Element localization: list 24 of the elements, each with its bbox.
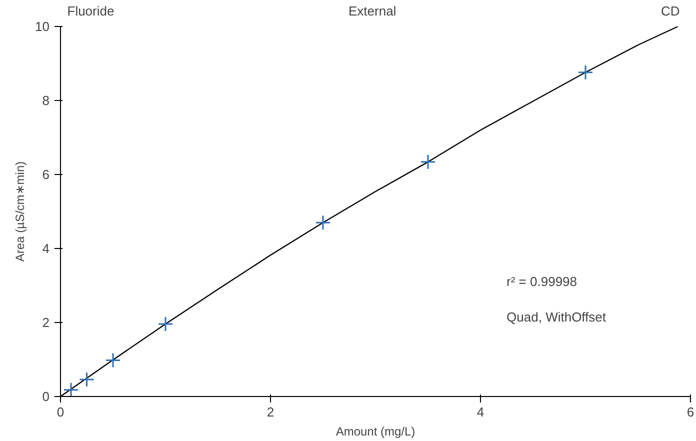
x-tick-label: 0 (56, 404, 64, 420)
point (578, 64, 594, 80)
point (315, 214, 331, 230)
y-tick-label: 10 (35, 19, 50, 34)
y-tick-label: 4 (42, 241, 50, 256)
annotation: r² = 0.99998 (506, 274, 578, 290)
x-tick-label: 6 (686, 404, 694, 420)
y-tick-label: 0 (42, 389, 50, 404)
point (63, 382, 79, 396)
x-tick-label: 2 (266, 404, 274, 420)
point (158, 316, 174, 332)
point (420, 154, 436, 170)
y-axis-title: Area (µS/cm∗min) (13, 161, 28, 262)
text: CD (660, 4, 680, 18)
x-tick-label: 4 (476, 404, 484, 420)
annotation: Quad, WithOffset (506, 309, 606, 324)
text: External (348, 4, 396, 18)
point (79, 372, 94, 388)
point (105, 352, 121, 368)
text: Fluoride (67, 4, 114, 18)
y-tick-label: 6 (42, 167, 50, 182)
y-tick-label: 2 (42, 315, 50, 330)
x-axis-title: Amount (mg/L) (336, 424, 416, 438)
y-tick-label: 8 (42, 93, 50, 108)
